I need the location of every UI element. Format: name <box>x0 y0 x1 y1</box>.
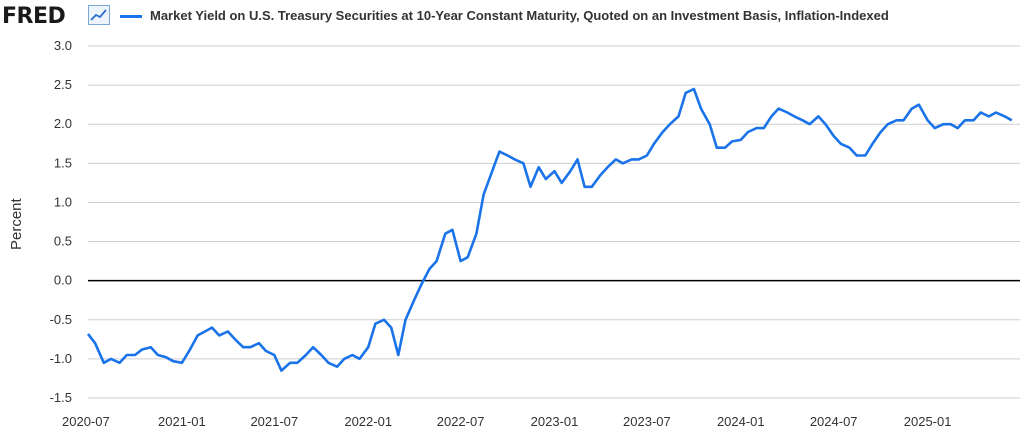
x-tick-label: 2024-07 <box>810 414 858 429</box>
x-tick-label: 2021-07 <box>250 414 298 429</box>
y-tick-label: 2.5 <box>54 77 72 92</box>
grid-lines <box>88 45 1020 399</box>
x-tick-label: 2023-01 <box>531 414 579 429</box>
y-tick-label: 0.0 <box>54 273 72 288</box>
series-line <box>86 87 1013 372</box>
legend-swatch <box>120 15 142 18</box>
x-tick-label: 2021-01 <box>158 414 206 429</box>
line-chart-icon[interactable] <box>88 5 110 25</box>
y-tick-label: 1.0 <box>54 194 72 209</box>
x-tick-label: 2025-01 <box>904 414 952 429</box>
legend-series-label: Market Yield on U.S. Treasury Securities… <box>150 8 889 23</box>
y-tick-label: 0.5 <box>54 234 72 249</box>
y-tick-label: -1.5 <box>50 390 72 405</box>
y-tick-label: 2.0 <box>54 116 72 131</box>
chart-header: FRED Market Yield on U.S. Treasury Secur… <box>0 0 1026 32</box>
y-tick-label: -0.5 <box>50 312 72 327</box>
y-tick-labels: 3.0 2.5 2.0 1.5 1.0 0.5 0.0 -0.5 -1.0 -1.5 <box>50 38 72 405</box>
x-tick-labels: 2020-07 2021-01 2021-07 2022-01 2022-07 2023-… <box>62 414 951 429</box>
x-tick-label: 2020-07 <box>62 414 110 429</box>
y-tick-label: -1.0 <box>50 351 72 366</box>
fred-logo[interactable]: FRED <box>2 4 66 29</box>
x-tick-label: 2024-01 <box>717 414 765 429</box>
x-tick-label: 2022-01 <box>344 414 392 429</box>
x-tick-label: 2023-07 <box>623 414 671 429</box>
y-tick-label: 1.5 <box>54 155 72 170</box>
y-tick-label: 3.0 <box>54 38 72 53</box>
x-tick-label: 2022-07 <box>437 414 485 429</box>
